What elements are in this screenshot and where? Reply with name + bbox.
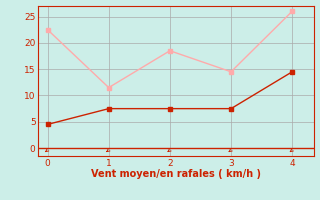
X-axis label: Vent moyen/en rafales ( km/h ): Vent moyen/en rafales ( km/h ): [91, 169, 261, 179]
